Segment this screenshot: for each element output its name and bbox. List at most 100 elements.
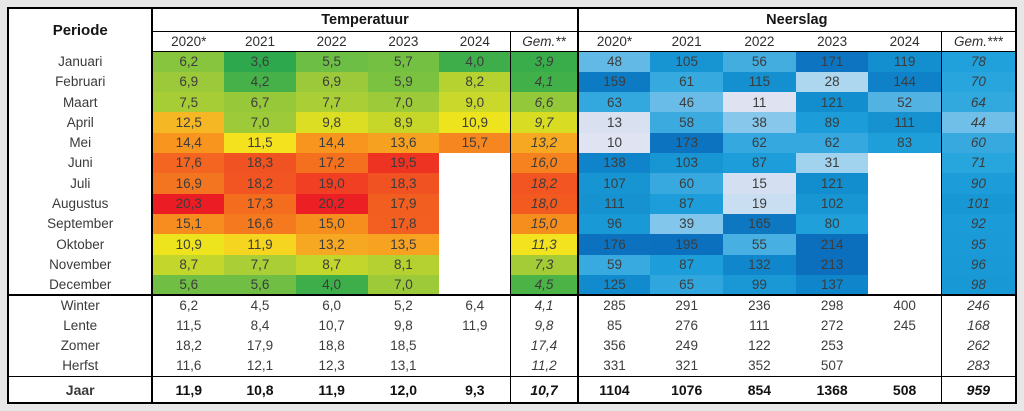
table-row: Maart 7,5 6,7 7,7 7,0 9,0 6,6 63 46 11 121 52 64	[9, 92, 1015, 113]
precip-cell: 253	[820, 338, 844, 354]
precip-cell: 102	[795, 193, 869, 214]
table-row: Oktober 10,9 11,9 13,2 13,5 11,3 176 195 55 214 95	[9, 234, 1015, 255]
temp-cell: 5,5	[295, 51, 368, 72]
temp-cell	[439, 336, 511, 356]
temp-cell: 20,3	[152, 193, 225, 214]
precip-cell	[868, 214, 941, 234]
temp-cell: 12,0	[367, 376, 440, 402]
precip-cell: 356	[576, 335, 651, 357]
temp-cell	[439, 275, 511, 295]
precip-cell: 96	[940, 254, 1015, 275]
temp-cell: 14,4	[152, 132, 225, 154]
precip-cell: 46	[650, 92, 724, 113]
precip-cell: 249	[675, 338, 698, 354]
temp-cell: 11,9	[224, 234, 296, 255]
precip-cell: 71	[940, 153, 1015, 174]
precip-cell: 39	[650, 214, 724, 235]
precip-cell: 159	[576, 71, 651, 93]
temp-cell: 13,2	[295, 234, 368, 255]
table-row: September 15,1 16,6 15,0 17,8 15,0 96 39 165 80 92	[9, 214, 1015, 235]
precip-cell: 122	[748, 338, 771, 354]
temp-cell: 8,9	[367, 112, 440, 133]
precip-cell: 176	[576, 234, 651, 255]
temp-cell: 17,2	[295, 153, 368, 174]
table-row: Lente 11,5 8,4 10,7 9,8 11,9 9,8 85 276 111 272 245…	[9, 315, 1015, 336]
precip-cell: 87	[650, 193, 724, 214]
table-row: Mei 14,4 11,5 14,4 13,6 15,7 13,2 10 173 62 62 83 60	[9, 132, 1015, 154]
precip-cell: 87	[723, 153, 796, 174]
temp-cell: 6,2	[152, 294, 225, 316]
row-label: September	[9, 214, 154, 235]
year-header: 2022	[723, 31, 796, 52]
temp-cell: 17,9	[246, 338, 274, 354]
row-label: Herfst	[9, 356, 154, 377]
temp-cell: 7,3	[510, 254, 578, 275]
precip-cell: 107	[576, 173, 651, 194]
precip-cell: 1076	[650, 376, 724, 402]
year-header-row: 2020* 2021 2022 2023 2024 Gem.** 2020* 2021 2022…	[9, 31, 1015, 52]
precip-cell: 60	[650, 173, 724, 194]
temp-cell: 9,3	[439, 376, 511, 402]
temp-cell: 18,2	[510, 173, 578, 194]
precip-cell: 48	[576, 51, 651, 72]
precip-cell: 352	[748, 358, 771, 374]
temp-cell: 11,3	[510, 234, 578, 255]
precip-cell	[868, 194, 941, 214]
precip-cell: 400	[868, 294, 942, 316]
temp-cell: 6,4	[439, 294, 511, 316]
temp-cell: 7,7	[224, 254, 296, 275]
table-row: Herfst 11,6 12,1 12,3 13,1 11,2 331 321 352 507 28…	[9, 356, 1015, 377]
temp-cell	[439, 153, 511, 173]
precip-cell: 171	[795, 51, 869, 72]
year-header: Gem.***	[940, 31, 1015, 52]
temp-cell: 18,3	[367, 173, 440, 194]
temp-cell: 6,6	[510, 92, 578, 113]
temp-cell: 11,9	[152, 376, 225, 402]
row-label: Jaar	[9, 376, 154, 402]
precip-cell: 272	[820, 317, 844, 333]
temp-cell: 4,5	[224, 294, 296, 316]
temp-cell: 7,0	[367, 92, 440, 113]
precip-cell: 132	[723, 254, 796, 275]
precip-cell: 62	[723, 132, 796, 154]
precip-cell: 173	[650, 132, 724, 154]
temp-cell: 17,6	[152, 153, 225, 174]
temp-cell: 5,2	[367, 294, 440, 316]
temp-cell: 3,9	[510, 51, 578, 72]
precip-cell: 111	[749, 317, 770, 333]
precip-cell: 111	[576, 193, 651, 214]
year-header: 2021	[224, 31, 296, 52]
row-label: Zomer	[9, 335, 154, 357]
temp-cell: 14,4	[295, 132, 368, 154]
temp-cell: 15,0	[295, 214, 368, 235]
precip-cell: 87	[650, 254, 724, 275]
temp-cell: 15,0	[510, 214, 578, 235]
row-label: Januari	[9, 51, 154, 72]
precip-cell: 63	[576, 92, 651, 113]
precip-cell	[868, 356, 941, 376]
temp-cell: 8,7	[152, 254, 225, 275]
precip-cell: 121	[795, 173, 869, 194]
row-label: December	[9, 274, 154, 296]
precip-cell: 85	[576, 315, 651, 336]
temp-cell: 7,0	[367, 274, 440, 296]
temp-cell	[439, 214, 511, 234]
temp-cell: 13,2	[510, 132, 578, 154]
temp-cell: 17,4	[510, 335, 578, 357]
temp-cell: 18,0	[510, 193, 578, 214]
temp-cell: 18,3	[224, 153, 296, 174]
temp-cell: 15,1	[152, 214, 225, 235]
precip-cell: 11	[723, 92, 796, 113]
precip-cell: 119	[868, 51, 942, 72]
temp-cell: 11,6	[176, 358, 202, 374]
temp-cell: 9,8	[393, 317, 413, 333]
temp-cell: 8,1	[367, 254, 440, 275]
row-label: Juli	[9, 173, 154, 194]
temp-cell: 4,1	[510, 71, 578, 93]
temp-cell: 12,3	[318, 358, 345, 374]
precip-cell: 56	[723, 51, 796, 72]
precip-cell: 38	[723, 112, 796, 133]
temp-cell: 10,9	[439, 112, 511, 133]
temp-cell: 13,6	[367, 132, 440, 154]
precip-cell: 90	[940, 173, 1015, 194]
